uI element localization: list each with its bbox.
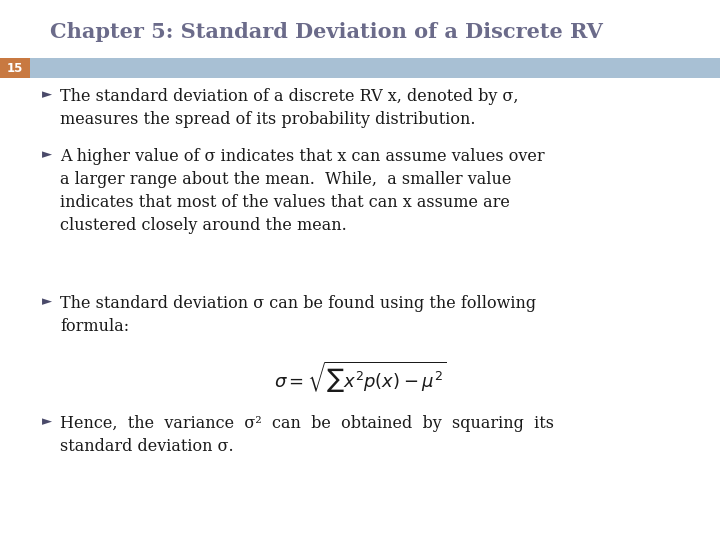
Text: ►: ► bbox=[42, 88, 52, 101]
Text: A higher value of σ indicates that x can assume values over
a larger range about: A higher value of σ indicates that x can… bbox=[60, 148, 544, 233]
Text: ►: ► bbox=[42, 415, 52, 428]
Bar bbox=[0, 58, 30, 78]
Text: Hence,  the  variance  σ²  can  be  obtained  by  squaring  its
standard deviati: Hence, the variance σ² can be obtained b… bbox=[60, 415, 554, 455]
Text: The standard deviation σ can be found using the following
formula:: The standard deviation σ can be found us… bbox=[60, 295, 536, 335]
Text: 15: 15 bbox=[6, 62, 23, 75]
Bar bbox=[30, 58, 720, 78]
Text: Chapter 5: Standard Deviation of a Discrete RV: Chapter 5: Standard Deviation of a Discr… bbox=[50, 22, 603, 42]
Text: $\sigma = \sqrt{\sum x^2 p(x) - \mu^2}$: $\sigma = \sqrt{\sum x^2 p(x) - \mu^2}$ bbox=[274, 360, 446, 395]
Text: ►: ► bbox=[42, 295, 52, 308]
Text: ►: ► bbox=[42, 148, 52, 161]
Text: The standard deviation of a discrete RV x, denoted by σ,
measures the spread of : The standard deviation of a discrete RV … bbox=[60, 88, 518, 128]
